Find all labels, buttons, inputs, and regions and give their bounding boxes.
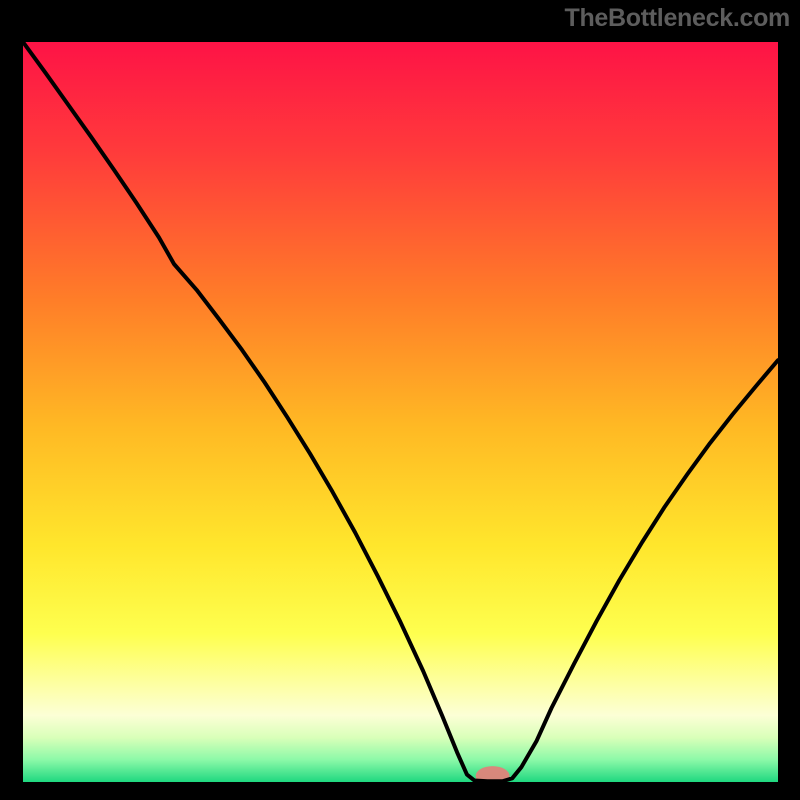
frame-left bbox=[0, 0, 23, 800]
plot-background bbox=[23, 42, 778, 782]
watermark-text: TheBottleneck.com bbox=[564, 4, 790, 33]
frame-right bbox=[778, 0, 800, 800]
frame-bottom bbox=[0, 782, 800, 800]
bottleneck-chart bbox=[0, 0, 800, 800]
